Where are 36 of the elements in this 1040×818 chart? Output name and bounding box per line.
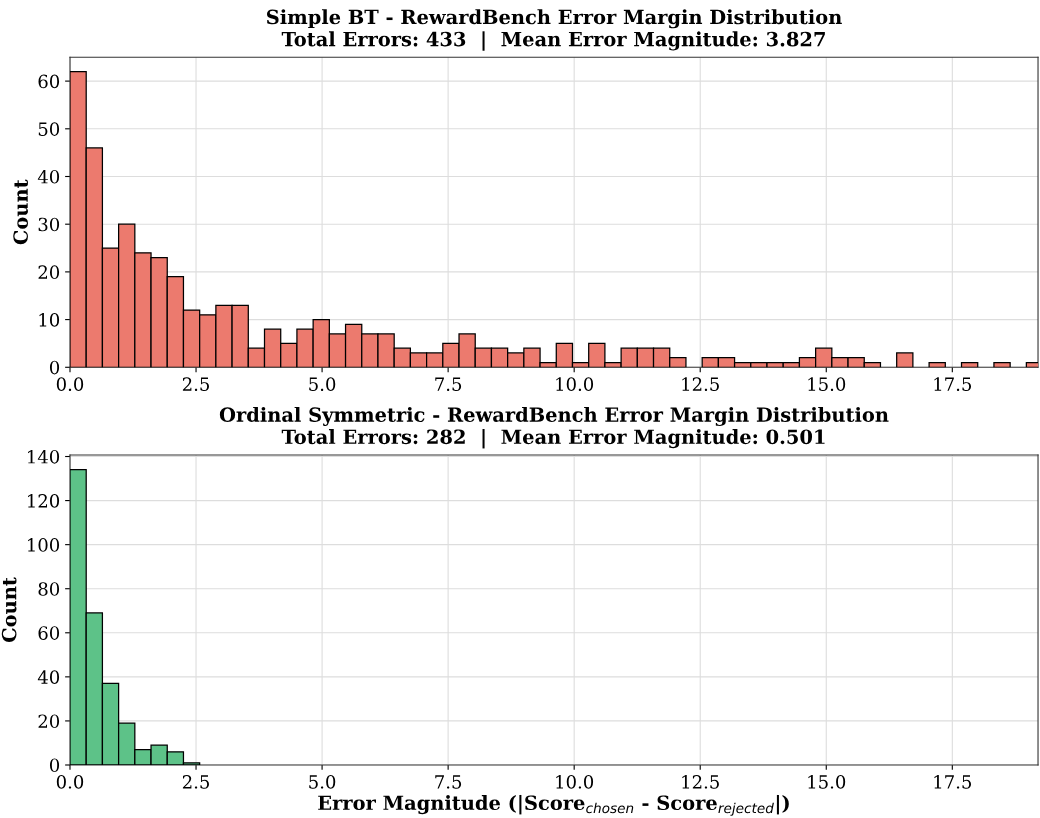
chart-title: Ordinal Symmetric - RewardBench Error Margin Distribution Total Errors: 282 | Mean Error Magnitude: 0.501 xyxy=(219,406,889,449)
y-tick-label: 60 xyxy=(38,626,60,640)
y-tick-label: 50 xyxy=(38,122,60,136)
y-tick-label: 120 xyxy=(28,494,60,508)
x-tick-label: 15.0 xyxy=(808,377,846,391)
x-tick-label: 15.0 xyxy=(808,775,846,789)
y-tick-label: 80 xyxy=(38,582,60,596)
y-tick-label: 0 xyxy=(49,758,60,773)
y-tick-label: 140 xyxy=(28,449,60,464)
chart-title: Simple BT - RewardBench Error Margin Distribution Total Errors: 433 | Mean Error Magnitude: 3.827 xyxy=(266,9,842,51)
x-tick-label: 5.0 xyxy=(309,377,336,391)
x-tick-label: 10.0 xyxy=(556,377,594,391)
y-tick-label: 60 xyxy=(38,74,60,89)
x-tick-label: 2.5 xyxy=(182,775,209,789)
y-tick-label: 100 xyxy=(28,538,60,552)
x-tick-label: 7.5 xyxy=(435,377,462,391)
y-tick-label: 40 xyxy=(37,670,60,684)
x-tick-label: 0.0 xyxy=(56,377,84,391)
y-tick-label: 40 xyxy=(37,169,60,184)
y-tick-label: 0 xyxy=(49,360,60,375)
x-tick-label: 17.5 xyxy=(934,377,972,391)
x-tick-label: 12.5 xyxy=(682,775,719,789)
x-tick-label: 10.0 xyxy=(556,775,594,789)
x-tick-label: 7.5 xyxy=(435,775,462,789)
y-tick-label: 20 xyxy=(38,265,60,280)
y-tick-label: 20 xyxy=(38,714,60,729)
y-axis-title: Count xyxy=(13,179,28,245)
x-tick-label: 12.5 xyxy=(682,377,719,391)
y-axis-title: Count xyxy=(1,577,17,643)
x-axis-title: Error Magnitude (|Score$_{chosen}$ - Score$_{rejected}$|) xyxy=(318,794,789,816)
y-tick-label: 10 xyxy=(39,313,60,327)
x-tick-label: 17.5 xyxy=(934,775,972,789)
x-tick-label: 0.0 xyxy=(56,775,84,789)
x-tick-label: 5.0 xyxy=(309,775,336,789)
y-tick-label: 30 xyxy=(38,217,60,232)
x-tick-label: 2.5 xyxy=(182,377,209,391)
